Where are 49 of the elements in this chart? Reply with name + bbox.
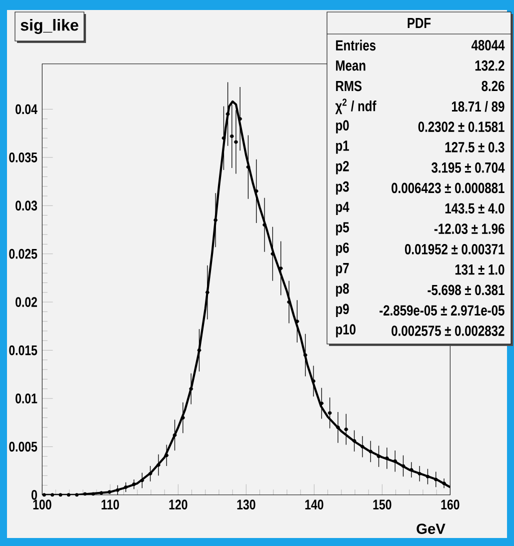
annotation: 0.002575 ± 0.002832 bbox=[392, 326, 504, 336]
text: 132.2 bbox=[475, 60, 504, 71]
y-tick-label: 0.025 bbox=[9, 248, 38, 259]
x-tick-label: 140 bbox=[305, 500, 324, 510]
annotation: p3 bbox=[336, 181, 349, 195]
annotation: -12.03 ± 1.96 bbox=[434, 224, 504, 234]
annotation: p4 bbox=[336, 202, 350, 215]
annotation: 143.5 ± 4.0 bbox=[445, 203, 504, 214]
x-tick-label: 150 bbox=[373, 500, 392, 510]
annotation: p10 bbox=[336, 324, 356, 338]
annotation: 3.195 ± 0.704 bbox=[432, 162, 505, 173]
annotation: p5 bbox=[336, 222, 349, 236]
y-tick-label: 0 bbox=[32, 490, 37, 500]
y-tick-label: 0.02 bbox=[16, 297, 37, 308]
x-tick-label: 100 bbox=[33, 500, 52, 510]
annotation: p0 bbox=[336, 120, 349, 134]
annotation: 0.01952 ± 0.00371 bbox=[404, 244, 504, 254]
annotation: χ$^{2}$ / ndf bbox=[335, 98, 376, 114]
y-tick-label: 0.01 bbox=[16, 394, 38, 404]
annotation: RMS bbox=[336, 80, 362, 92]
text: 18.71 / 89 bbox=[452, 100, 504, 112]
annotation: p2 bbox=[336, 160, 349, 174]
y-tick-label: 0.04 bbox=[16, 104, 38, 114]
annotation: -5.698 ± 0.381 bbox=[428, 284, 504, 296]
annotation: p9 bbox=[336, 304, 349, 318]
annotation: 0.006423 ± 0.000881 bbox=[392, 182, 504, 194]
x-tick-label: 160 bbox=[441, 500, 460, 510]
y-tick-label: 0.015 bbox=[9, 345, 38, 356]
x-tick-label: 120 bbox=[169, 500, 188, 510]
annotation: p8 bbox=[336, 283, 349, 297]
y-tick-label: 0.005 bbox=[9, 442, 38, 452]
annotation: 127.5 ± 0.3 bbox=[445, 142, 504, 152]
text: 48044 bbox=[471, 40, 505, 50]
text: Entries bbox=[336, 40, 376, 51]
x-tick-label: 130 bbox=[237, 500, 256, 510]
annotation: p6 bbox=[336, 242, 349, 256]
annotation: -2.859e-05 ± 2.971e-05 bbox=[380, 305, 504, 316]
y-tick-label: 0.03 bbox=[16, 200, 38, 211]
x-axis-title: GeV bbox=[416, 524, 446, 534]
annotation: Mean bbox=[336, 60, 366, 71]
annotation: 0.2302 ± 0.1581 bbox=[418, 122, 504, 132]
x-tick-label: 110 bbox=[102, 500, 119, 510]
text: 8.26 bbox=[482, 80, 504, 92]
chart-title: sig_like bbox=[20, 19, 78, 34]
annotation: p7 bbox=[336, 263, 349, 276]
text: PDF bbox=[408, 18, 431, 28]
text: 131 ± 1.0 bbox=[455, 264, 504, 275]
annotation: p1 bbox=[336, 140, 349, 154]
y-tick-label: 0.035 bbox=[9, 152, 38, 162]
